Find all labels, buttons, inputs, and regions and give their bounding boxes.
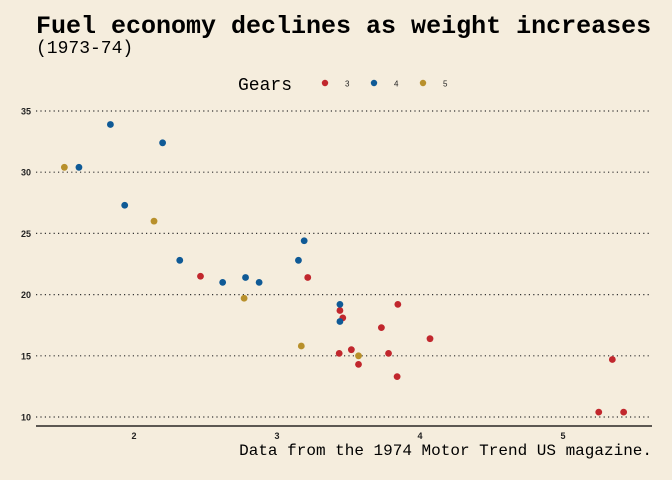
x-tick-label: 3 [274,431,279,441]
legend-title: Gears [238,76,292,96]
y-tick-label: 30 [21,168,31,178]
data-point-gear-4 [242,274,249,281]
legend-label-5: 5 [443,80,448,89]
y-tick-label: 25 [21,229,31,239]
data-point-gear-3 [426,335,434,343]
data-point-gear-3 [304,274,312,281]
x-tick-label: 4 [417,431,422,441]
y-tick-label: 35 [21,107,31,117]
data-point-gear-3 [336,307,344,314]
data-point-gear-4 [295,256,302,264]
x-tick-label: 2 [131,431,136,441]
data-point-gear-3 [355,360,362,368]
legend-key-4 [370,79,378,87]
data-point-gear-3 [620,408,628,416]
data-point-gear-5 [60,163,68,171]
data-point-gear-5 [355,352,362,360]
x-axis-ticks: 2 3 4 5 [131,431,565,441]
x-tick-label: 5 [560,431,565,441]
data-point-gear-4 [75,163,83,171]
data-point-gear-5 [150,217,158,225]
data-point-gear-4 [121,201,129,209]
legend-key-5 [419,79,427,87]
data-points [60,121,628,416]
legend-label-3: 3 [345,80,350,89]
y-axis-ticks: 10 15 20 25 30 35 [21,107,31,423]
legend-label-4: 4 [394,80,399,89]
data-point-gear-4 [176,256,184,264]
data-point-gear-4 [336,300,344,308]
legend: Gears 3 4 5 [238,76,448,96]
data-point-gear-3 [347,346,355,354]
chart-title: Fuel economy declines as weight increase… [36,12,652,41]
data-point-gear-4 [107,121,114,128]
data-point-gear-4 [255,278,263,286]
data-point-gear-3 [394,300,402,308]
data-point-gear-3 [595,408,603,416]
gridlines [36,110,652,418]
data-point-gear-3 [393,373,401,381]
data-point-gear-3 [335,349,343,357]
data-point-gear-4 [159,139,167,147]
chart-subtitle: (1973-74) [36,39,134,59]
data-point-gear-3 [377,324,385,332]
data-point-gear-5 [297,342,305,350]
data-point-gear-3 [608,356,616,363]
y-tick-label: 10 [21,413,31,423]
y-tick-label: 15 [21,351,31,361]
data-point-gear-3 [197,272,204,280]
data-point-gear-4 [336,318,344,325]
legend-key-3 [321,79,329,87]
data-point-gear-5 [240,294,248,302]
data-point-gear-4 [219,278,227,286]
chart-caption: Data from the 1974 Motor Trend US magazi… [239,442,652,460]
y-tick-label: 20 [21,290,31,300]
data-point-gear-4 [300,237,308,245]
data-point-gear-3 [385,349,392,357]
